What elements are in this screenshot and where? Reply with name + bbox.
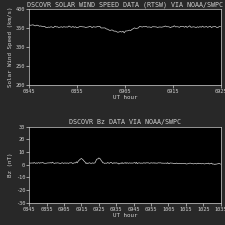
X-axis label: UT hour: UT hour: [113, 213, 137, 218]
Title: DSCOVR Bz DATA VIA NOAA/SWPC: DSCOVR Bz DATA VIA NOAA/SWPC: [69, 119, 181, 125]
Title: DSCOVR SOLAR WIND SPEED DATA (RTSW) VIA NOAA/SWPC: DSCOVR SOLAR WIND SPEED DATA (RTSW) VIA …: [27, 1, 223, 8]
Y-axis label: Solar Wind Speed (km/s): Solar Wind Speed (km/s): [8, 7, 13, 87]
X-axis label: UT hour: UT hour: [113, 95, 137, 100]
Y-axis label: Bz (nT): Bz (nT): [8, 152, 13, 177]
